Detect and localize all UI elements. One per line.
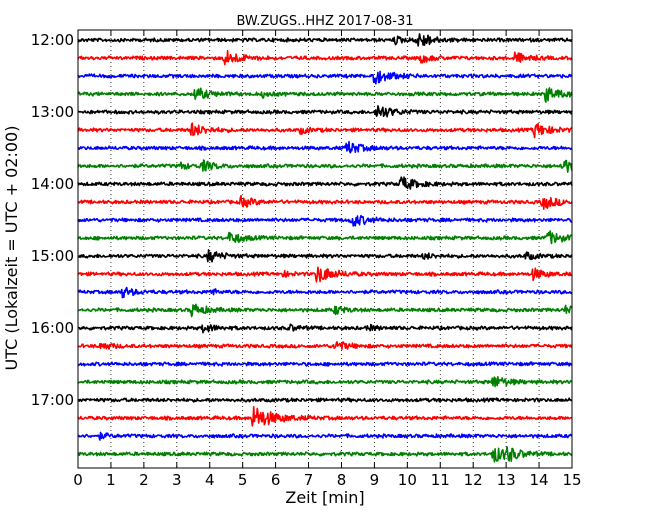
trace-line: [77, 446, 573, 463]
trace-line: [77, 176, 573, 190]
trace-line: [77, 70, 573, 85]
x-tick-label: 4: [205, 471, 215, 489]
trace-line: [77, 33, 573, 47]
x-tick-label: 10: [398, 471, 417, 489]
trace-line: [77, 87, 573, 103]
trace-line: [77, 266, 573, 283]
trace-line: [77, 323, 573, 334]
trace-line: [77, 286, 573, 299]
x-axis-label: Zeit [min]: [285, 488, 364, 507]
y-tick-label: 12:00: [31, 31, 74, 49]
y-tick-label: 13:00: [31, 103, 74, 121]
chart-title: BW.ZUGS..HHZ 2017-08-31: [236, 14, 413, 29]
seismic-traces: [77, 33, 573, 463]
y-tick-label: 17:00: [31, 391, 74, 409]
trace-line: [77, 122, 573, 139]
trace-line: [77, 105, 573, 118]
y-axis-ticks: 12:00 13:00 14:00 15:00 16:00 17:00: [31, 31, 572, 409]
x-tick-label: 2: [139, 471, 149, 489]
y-tick-label: 14:00: [31, 175, 74, 193]
x-tick-label: 8: [337, 471, 347, 489]
trace-line: [77, 397, 573, 403]
trace-line: [77, 194, 573, 211]
trace-line: [77, 214, 573, 227]
x-tick-label: 5: [238, 471, 248, 489]
trace-line: [77, 50, 573, 66]
x-tick-label: 0: [73, 471, 83, 489]
trace-line: [77, 405, 573, 427]
y-axis-label: UTC (Lokalzeit = UTC + 02:00): [2, 126, 21, 371]
x-tick-label: 1: [106, 471, 116, 489]
trace-line: [77, 361, 573, 367]
x-tick-label: 13: [497, 471, 516, 489]
x-tick-label: 15: [562, 471, 581, 489]
trace-line: [77, 375, 573, 388]
y-tick-label: 16:00: [31, 319, 74, 337]
x-tick-label: 11: [431, 471, 450, 489]
x-tick-label: 3: [172, 471, 182, 489]
trace-line: [77, 230, 573, 245]
x-tick-label: 6: [271, 471, 281, 489]
plot-frame: [77, 29, 573, 469]
y-tick-label: 15:00: [31, 247, 74, 265]
x-tick-label: 9: [370, 471, 380, 489]
x-axis-ticks: 0 1 2 3 4 5 6 7 8 9 10 11 12 13 14 15: [73, 30, 582, 489]
trace-line: [77, 431, 573, 441]
trace-line: [77, 341, 573, 350]
x-tick-label: 14: [530, 471, 549, 489]
x-tick-label: 7: [304, 471, 314, 489]
trace-line: [77, 249, 573, 263]
x-tick-label: 12: [464, 471, 483, 489]
trace-line: [77, 140, 573, 154]
trace-line: [77, 303, 573, 318]
trace-line: [77, 159, 573, 173]
